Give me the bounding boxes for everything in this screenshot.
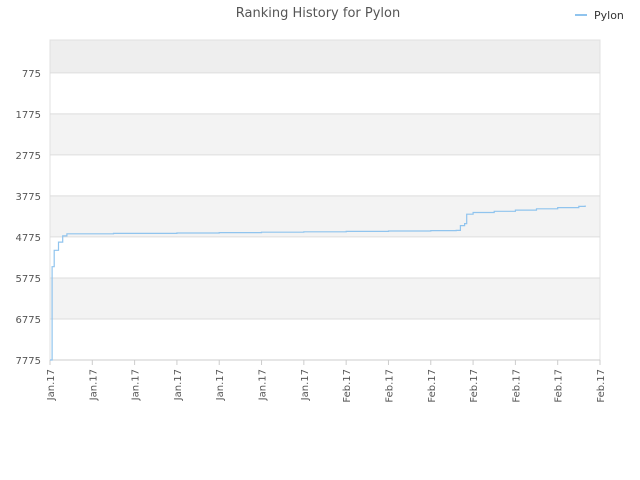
- y-tick-label: 7775: [16, 356, 41, 367]
- x-tick-label: Jan.17: [173, 369, 184, 401]
- legend-label-pylon: Pylon: [594, 9, 624, 22]
- x-tick-label: Feb.17: [384, 369, 395, 403]
- legend[interactable]: Pylon: [575, 9, 624, 22]
- plot-band: [50, 318, 600, 360]
- x-tick-label: Feb.17: [342, 369, 353, 403]
- plot-band: [50, 113, 600, 155]
- y-axis-ticks: 775 1775 2775 3775 4775 5775 6775 7775: [16, 69, 41, 367]
- y-tick-label: 1775: [16, 110, 41, 121]
- x-tick-label: Feb.17: [427, 369, 438, 403]
- plot-band: [50, 277, 600, 319]
- x-tick-label: Jan.17: [131, 369, 142, 401]
- y-tick-label: 2775: [16, 151, 41, 162]
- plot-band: [50, 236, 600, 278]
- series-line-pylon: [50, 205, 586, 361]
- chart-title: Ranking History for Pylon: [236, 6, 400, 21]
- y-tick-label: 6775: [16, 315, 41, 326]
- x-tick-label: Jan.17: [46, 369, 57, 401]
- x-tick-label: Feb.17: [511, 369, 522, 403]
- x-tick-label: Jan.17: [215, 369, 226, 401]
- x-tick-label: Jan.17: [258, 369, 269, 401]
- x-tick-label: Jan.17: [88, 369, 99, 401]
- plot-band: [50, 40, 600, 73]
- plot-band: [50, 195, 600, 237]
- x-tick-label: Feb.17: [596, 369, 607, 403]
- x-tick-label: Feb.17: [554, 369, 565, 403]
- y-tick-label: 775: [22, 69, 41, 80]
- y-tick-label: 3775: [16, 192, 41, 203]
- y-tick-label: 4775: [16, 233, 41, 244]
- x-axis-ticks: Jan.17 Jan.17 Jan.17 Jan.17 Jan.17 Jan.17 Jan.…: [46, 360, 607, 403]
- y-tick-label: 5775: [16, 274, 41, 285]
- plot-band: [50, 72, 600, 114]
- plot-bands: [49, 39, 601, 361]
- x-tick-label: Jan.17: [300, 369, 311, 401]
- plot-band: [50, 154, 600, 196]
- x-tick-label: Feb.17: [469, 369, 480, 403]
